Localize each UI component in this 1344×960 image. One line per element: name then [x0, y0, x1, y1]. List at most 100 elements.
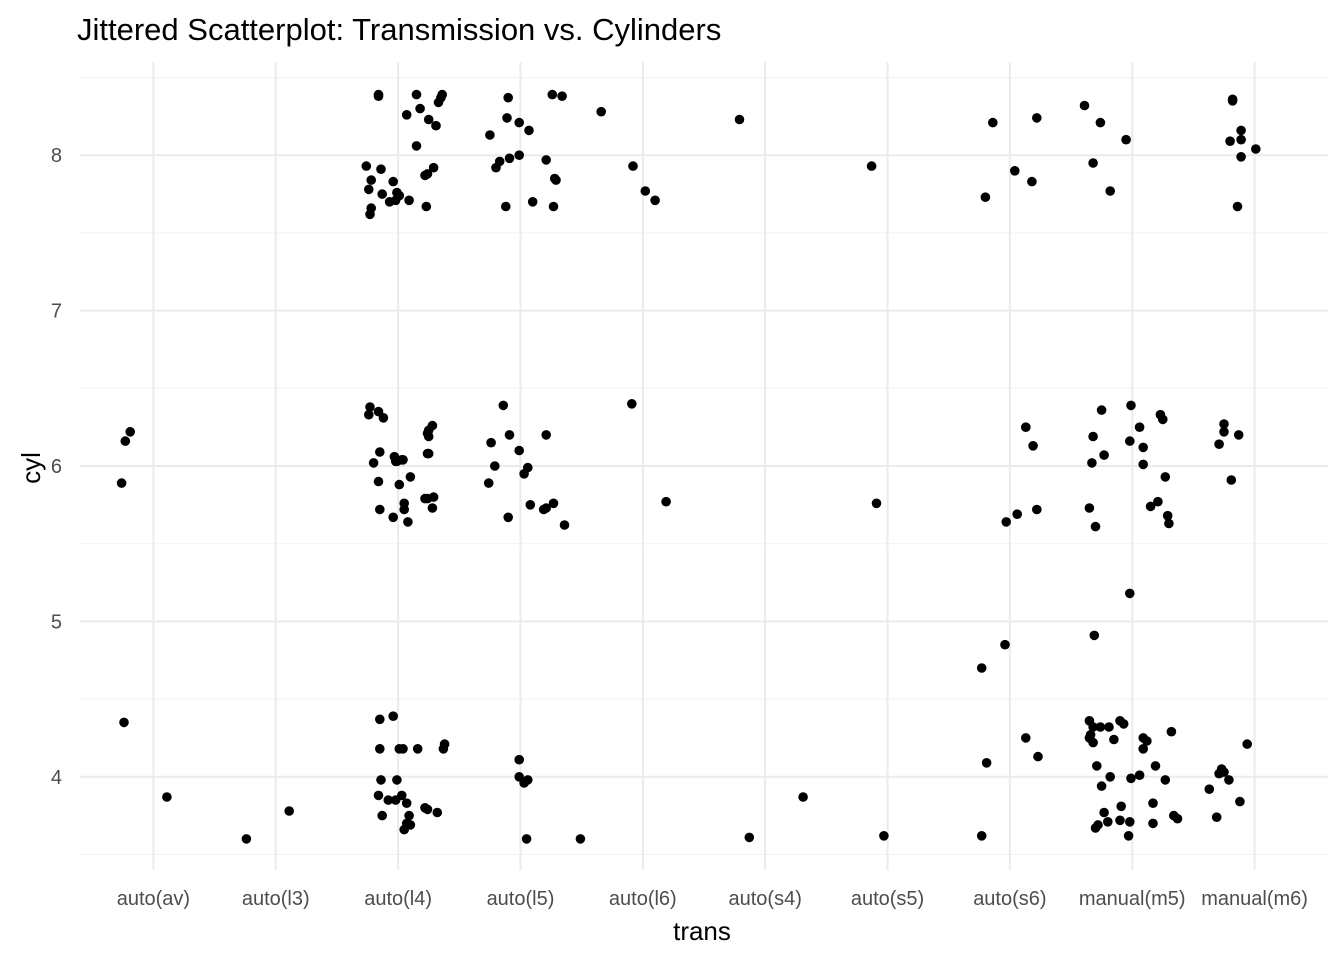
- data-point: [1235, 796, 1245, 807]
- data-point: [1105, 186, 1115, 196]
- data-point: [423, 431, 434, 442]
- data-point: [401, 798, 412, 808]
- data-point: [394, 190, 405, 201]
- data-point: [1138, 744, 1148, 754]
- data-point: [376, 775, 386, 785]
- data-point: [405, 472, 416, 482]
- data-point: [1251, 144, 1261, 154]
- data-point: [411, 141, 422, 151]
- data-point: [401, 110, 412, 120]
- data-point: [502, 113, 512, 123]
- data-point: [1095, 117, 1106, 128]
- data-point: [523, 775, 533, 785]
- data-point: [1099, 807, 1109, 818]
- data-point: [431, 120, 441, 131]
- data-point: [504, 153, 515, 164]
- data-point: [976, 831, 987, 841]
- data-point: [1027, 176, 1037, 187]
- data-point: [1033, 751, 1043, 762]
- x-tick-label: manual(m5): [1079, 888, 1186, 910]
- data-point: [1145, 501, 1156, 512]
- data-point: [494, 156, 505, 167]
- data-point: [988, 117, 998, 128]
- data-point: [365, 402, 375, 412]
- data-point: [364, 409, 374, 420]
- data-point: [373, 790, 384, 801]
- data-point: [1148, 798, 1158, 808]
- data-point: [405, 820, 416, 830]
- data-point: [1126, 773, 1136, 784]
- data-point: [541, 503, 551, 513]
- data-point: [1001, 517, 1011, 527]
- data-point: [1099, 450, 1109, 460]
- data-point: [744, 832, 755, 843]
- data-point: [976, 663, 987, 673]
- data-point: [1095, 722, 1106, 732]
- data-point: [404, 195, 414, 206]
- x-axis-title: trans: [673, 916, 731, 946]
- data-point: [498, 400, 509, 411]
- data-point: [1079, 100, 1090, 111]
- data-point: [375, 714, 385, 725]
- x-tick-label: auto(s5): [851, 888, 924, 910]
- data-point: [1010, 166, 1020, 176]
- x-tick-label: auto(av): [117, 888, 190, 910]
- data-point: [541, 155, 551, 165]
- data-point: [375, 504, 385, 515]
- data-point: [368, 458, 379, 468]
- y-axis-title: cyl: [16, 452, 46, 484]
- data-point: [628, 161, 638, 171]
- data-point: [486, 437, 496, 448]
- data-point: [1012, 509, 1022, 519]
- data-point: [120, 436, 131, 446]
- data-point: [1236, 152, 1246, 162]
- data-point: [1125, 817, 1135, 827]
- data-point: [1125, 436, 1135, 446]
- data-point: [1219, 427, 1229, 437]
- y-tick-label: 4: [51, 767, 62, 789]
- data-point: [119, 717, 129, 728]
- data-point: [1219, 419, 1229, 429]
- data-point: [1028, 441, 1038, 451]
- data-point: [436, 92, 446, 103]
- data-point: [504, 430, 515, 440]
- data-point: [392, 775, 402, 785]
- data-point: [1090, 823, 1101, 833]
- data-point: [575, 834, 586, 844]
- data-point: [420, 170, 430, 181]
- data-point: [1089, 630, 1100, 641]
- data-point: [523, 462, 533, 473]
- data-point: [1096, 781, 1107, 791]
- data-point: [1227, 96, 1238, 106]
- data-point: [527, 197, 538, 207]
- data-point: [1085, 730, 1096, 740]
- x-tick-label: auto(s6): [973, 888, 1046, 910]
- grid: [80, 62, 1328, 870]
- data-point: [1116, 801, 1126, 812]
- data-point: [1134, 770, 1145, 780]
- data-point: [1088, 722, 1098, 732]
- data-point: [548, 201, 559, 212]
- data-point: [411, 89, 422, 100]
- data-point: [388, 711, 399, 721]
- data-point: [798, 792, 808, 802]
- data-point: [1115, 815, 1125, 826]
- data-point: [125, 427, 135, 437]
- data-point: [1216, 764, 1227, 774]
- data-point: [661, 496, 671, 507]
- data-point: [734, 114, 745, 125]
- data-point: [525, 500, 536, 510]
- data-point: [514, 754, 524, 765]
- x-tick-label: auto(s4): [728, 888, 801, 910]
- data-point: [981, 758, 992, 768]
- data-point: [866, 161, 877, 171]
- data-point: [423, 114, 434, 125]
- data-point: [241, 834, 252, 844]
- data-point: [365, 209, 375, 220]
- data-point: [398, 744, 408, 754]
- data-point: [490, 461, 500, 471]
- data-point: [1103, 817, 1113, 827]
- data-point: [361, 161, 372, 171]
- data-point: [403, 517, 413, 527]
